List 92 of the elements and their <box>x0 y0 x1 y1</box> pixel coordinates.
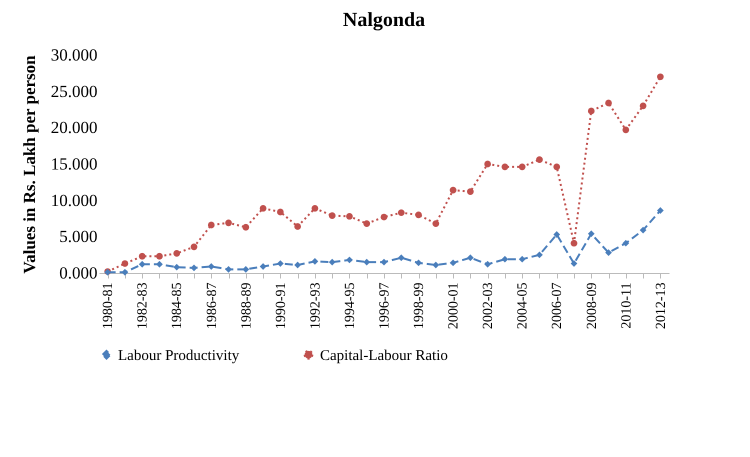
point <box>156 260 163 268</box>
y-tick-label: 10.000 <box>50 190 98 210</box>
point <box>657 207 664 214</box>
point <box>588 108 595 114</box>
x-tick-label: 2002-03 <box>481 282 496 330</box>
point <box>328 258 336 266</box>
point <box>294 262 301 268</box>
x-tick-label: 1982-83 <box>136 282 151 330</box>
point <box>484 260 491 268</box>
point <box>605 249 612 256</box>
point <box>173 264 180 271</box>
point <box>398 209 405 216</box>
x-tick-label: 1980-81 <box>101 282 116 330</box>
point <box>640 226 646 234</box>
point <box>415 259 422 266</box>
point <box>277 260 284 267</box>
point <box>363 220 370 227</box>
x-tick-label: 1988-89 <box>239 282 254 330</box>
point <box>208 222 215 228</box>
point <box>294 223 301 230</box>
point <box>415 212 422 218</box>
x-tick-label: 2010-11 <box>619 282 634 329</box>
point <box>363 258 370 266</box>
point <box>588 230 595 238</box>
point <box>190 243 198 250</box>
y-tick-label: 0.000 <box>59 264 98 282</box>
point <box>122 268 128 276</box>
point <box>156 252 163 260</box>
y-axis-title: Values in Rs. Lakh per person <box>20 54 39 274</box>
y-tick-label: 25.000 <box>50 82 98 101</box>
point <box>640 102 646 110</box>
point <box>657 73 664 80</box>
point <box>312 204 318 212</box>
point <box>570 260 578 267</box>
point <box>225 266 232 273</box>
x-tick-label: 1994-95 <box>342 282 358 330</box>
point <box>605 100 612 106</box>
point <box>450 186 456 194</box>
point <box>622 126 630 134</box>
point <box>484 160 491 168</box>
y-tick-label: 30.000 <box>50 46 98 64</box>
point <box>138 260 146 268</box>
point <box>242 224 250 231</box>
point <box>260 263 266 270</box>
point <box>553 164 560 170</box>
x-tick-label: 2008-09 <box>584 282 600 330</box>
point <box>225 220 232 226</box>
point <box>312 258 318 265</box>
point <box>208 263 215 270</box>
x-tick-label: 2012-13 <box>654 282 669 330</box>
y-tick-label: 20.000 <box>50 118 98 138</box>
point <box>346 256 353 264</box>
x-tick-label: 1992-93 <box>308 282 324 330</box>
x-tick-label: 2006-07 <box>550 282 566 330</box>
point <box>190 264 198 272</box>
point <box>346 212 353 220</box>
point <box>380 214 388 220</box>
point <box>502 164 508 170</box>
legend-label: Capital-Labour Ratio <box>320 348 448 364</box>
point <box>518 164 526 170</box>
point <box>518 256 526 263</box>
point <box>380 258 388 266</box>
point <box>173 250 180 257</box>
point <box>432 220 440 227</box>
point <box>242 266 250 273</box>
y-tick-label: 5.000 <box>59 227 98 246</box>
x-tick-label: 2000-01 <box>446 282 462 330</box>
point <box>398 254 405 262</box>
x-tick-label: 1986-87 <box>204 282 220 330</box>
point <box>432 262 440 268</box>
point <box>122 260 128 267</box>
point <box>328 212 336 219</box>
point <box>553 231 560 238</box>
point <box>570 240 578 247</box>
y-tick-label: 15.000 <box>50 154 98 174</box>
point <box>467 254 474 262</box>
point <box>450 259 456 266</box>
x-tick-label: 1990-91 <box>274 282 289 330</box>
point <box>536 251 543 258</box>
point <box>467 188 474 195</box>
x-tick-label: 1984-85 <box>170 282 186 330</box>
point <box>536 156 543 163</box>
point <box>260 204 266 212</box>
x-tick-label: 1996-97 <box>378 282 392 330</box>
x-tick-label: 2004-05 <box>516 282 531 330</box>
point <box>502 256 508 263</box>
x-tick-label: 1998-99 <box>412 282 428 330</box>
point <box>622 240 630 247</box>
point <box>138 252 146 260</box>
chart-title: Nalgonda <box>342 9 426 31</box>
legend-label: Labour Productivity <box>118 348 240 364</box>
point <box>277 208 284 216</box>
